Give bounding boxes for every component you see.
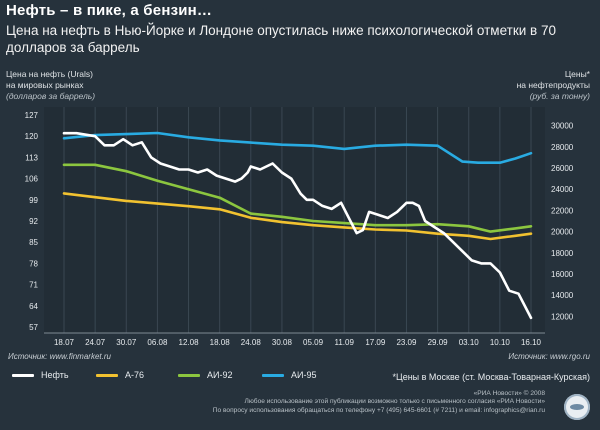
left-tick-label: 64 xyxy=(29,302,38,311)
x-tick-label: 18.07 xyxy=(54,338,75,347)
right-tick-label: 18000 xyxy=(551,249,574,258)
series-line-ai95 xyxy=(62,131,533,164)
right-tick-label: 22000 xyxy=(551,206,574,215)
x-tick-label: 10.10 xyxy=(490,338,511,347)
legend-label-oil: Нефть xyxy=(41,370,69,380)
footer-line-2: Любое использование этой публикации возм… xyxy=(244,398,545,406)
x-tick-label: 29.09 xyxy=(428,338,449,347)
source-right: Источник: www.rgo.ru xyxy=(508,352,590,361)
x-tick-label: 03.10 xyxy=(459,338,480,347)
right-tick-label: 26000 xyxy=(551,164,574,173)
legend-item-a76: А-76 xyxy=(96,370,144,380)
legend-swatch-ai95 xyxy=(262,373,284,377)
legend-item-ai95: АИ-95 xyxy=(262,370,316,380)
footer-line-1: «РИА Новости» © 2008 xyxy=(473,390,545,397)
legend-swatch-oil xyxy=(12,373,34,377)
x-tick-label: 23.09 xyxy=(396,338,417,347)
legend-item-ai92: АИ-92 xyxy=(178,370,232,380)
legend-label-a76: А-76 xyxy=(125,370,145,380)
left-axis-title: Цена на нефть (Urals) xyxy=(6,69,93,79)
left-tick-label: 92 xyxy=(29,217,38,226)
copyright-footer: «РИА Новости» © 2008 Любое использование… xyxy=(150,390,545,415)
price-footnote: *Цены в Москве (ст. Москва-Товарная-Курс… xyxy=(392,372,590,382)
right-tick-label: 12000 xyxy=(551,312,574,321)
right-tick-label: 30000 xyxy=(551,122,574,131)
x-tick-label: 24.08 xyxy=(241,338,262,347)
left-tick-label: 78 xyxy=(29,259,38,268)
left-tick-label: 57 xyxy=(29,323,38,332)
right-axis-title2: на нефтепродукты xyxy=(516,80,590,90)
ria-logo-icon xyxy=(564,394,590,420)
left-tick-label: 113 xyxy=(25,153,38,162)
x-tick-label: 18.08 xyxy=(210,338,231,347)
legend-item-oil: Нефть xyxy=(12,370,69,380)
x-tick-label: 24.07 xyxy=(85,338,106,347)
legend-label-ai92: АИ-92 xyxy=(207,370,233,380)
right-tick-label: 20000 xyxy=(551,228,574,237)
series-line-ai92 xyxy=(62,163,533,233)
series-line-a76 xyxy=(62,192,533,241)
left-tick-label: 85 xyxy=(29,238,38,247)
right-axis-label: Цены* на нефтепродукты (руб. за тонну) xyxy=(517,69,590,102)
series-line-oil xyxy=(62,131,533,320)
left-axis-title2: на мировых рынках xyxy=(6,80,84,90)
x-tick-label: 30.07 xyxy=(116,338,137,347)
legend-label-ai95: АИ-95 xyxy=(291,370,317,380)
right-tick-label: 28000 xyxy=(551,143,574,152)
x-tick-label: 30.08 xyxy=(272,338,293,347)
chart-subtitle: Цена на нефть в Нью-Йорке и Лондоне опус… xyxy=(6,23,556,55)
chart-title: Нефть – в пике, а бензин… xyxy=(6,2,213,19)
right-axis-title: Цены* xyxy=(564,69,590,79)
left-tick-label: 71 xyxy=(29,281,38,290)
left-axis-label: Цена на нефть (Urals) на мировых рынках … xyxy=(6,69,95,102)
legend-swatch-ai92 xyxy=(178,373,200,377)
left-tick-label: 127 xyxy=(25,111,39,120)
x-tick-label: 05.09 xyxy=(303,338,324,347)
x-tick-label: 16.10 xyxy=(521,338,542,347)
left-axis-unit: (долларов за баррель) xyxy=(6,91,96,101)
left-tick-label: 120 xyxy=(25,132,39,141)
chart-legend: Нефть А-76 АИ-92 АИ-95 xyxy=(0,370,600,386)
x-tick-label: 12.08 xyxy=(179,338,200,347)
x-tick-label: 11.09 xyxy=(334,338,354,347)
right-tick-label: 16000 xyxy=(551,270,574,279)
x-tick-label: 06.08 xyxy=(147,338,168,347)
right-tick-label: 14000 xyxy=(551,291,574,300)
x-tick-label: 17.09 xyxy=(365,338,386,347)
right-axis-unit: (руб. за тонну) xyxy=(529,91,590,101)
footer-line-3: По вопросу использования обращаться по т… xyxy=(212,406,545,414)
left-tick-label: 99 xyxy=(29,196,38,205)
source-left: Источник: www.finmarket.ru xyxy=(8,352,111,361)
right-tick-label: 24000 xyxy=(551,185,574,194)
legend-swatch-a76 xyxy=(96,373,118,377)
left-tick-label: 106 xyxy=(25,175,39,184)
